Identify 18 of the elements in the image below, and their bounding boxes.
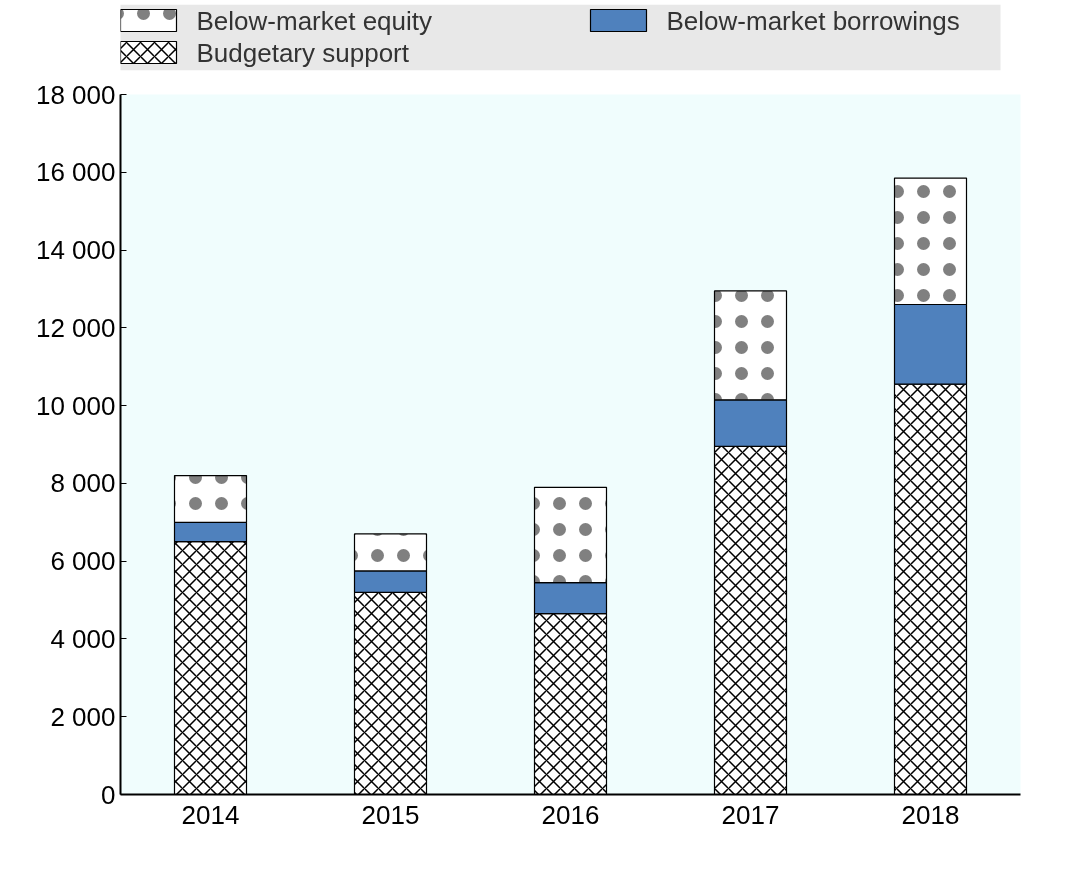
- legend-label: Budgetary support: [196, 37, 410, 68]
- y-tick-label: 14 000: [35, 235, 116, 266]
- x-tick-label: 2015: [361, 799, 420, 830]
- y-tick-label: 0: [101, 779, 116, 810]
- y-tick-label: 2 000: [50, 701, 116, 732]
- y-tick-label: 8 000: [50, 468, 116, 499]
- x-tick-label: 2018: [901, 799, 960, 830]
- y-tick-label: 16 000: [35, 157, 116, 188]
- y-tick-label: 6 000: [50, 546, 116, 577]
- legend-label: Below-market equity: [196, 5, 433, 36]
- x-tick-label: 2017: [721, 799, 780, 830]
- y-tick-label: 4 000: [50, 623, 116, 654]
- y-tick-label: 12 000: [35, 312, 116, 343]
- y-tick-label: 18 000: [35, 79, 116, 110]
- y-tick-label: 10 000: [35, 390, 116, 421]
- legend-label: Below-market borrowings: [666, 5, 960, 36]
- x-tick-label: 2014: [181, 799, 240, 830]
- x-tick-label: 2016: [541, 799, 600, 830]
